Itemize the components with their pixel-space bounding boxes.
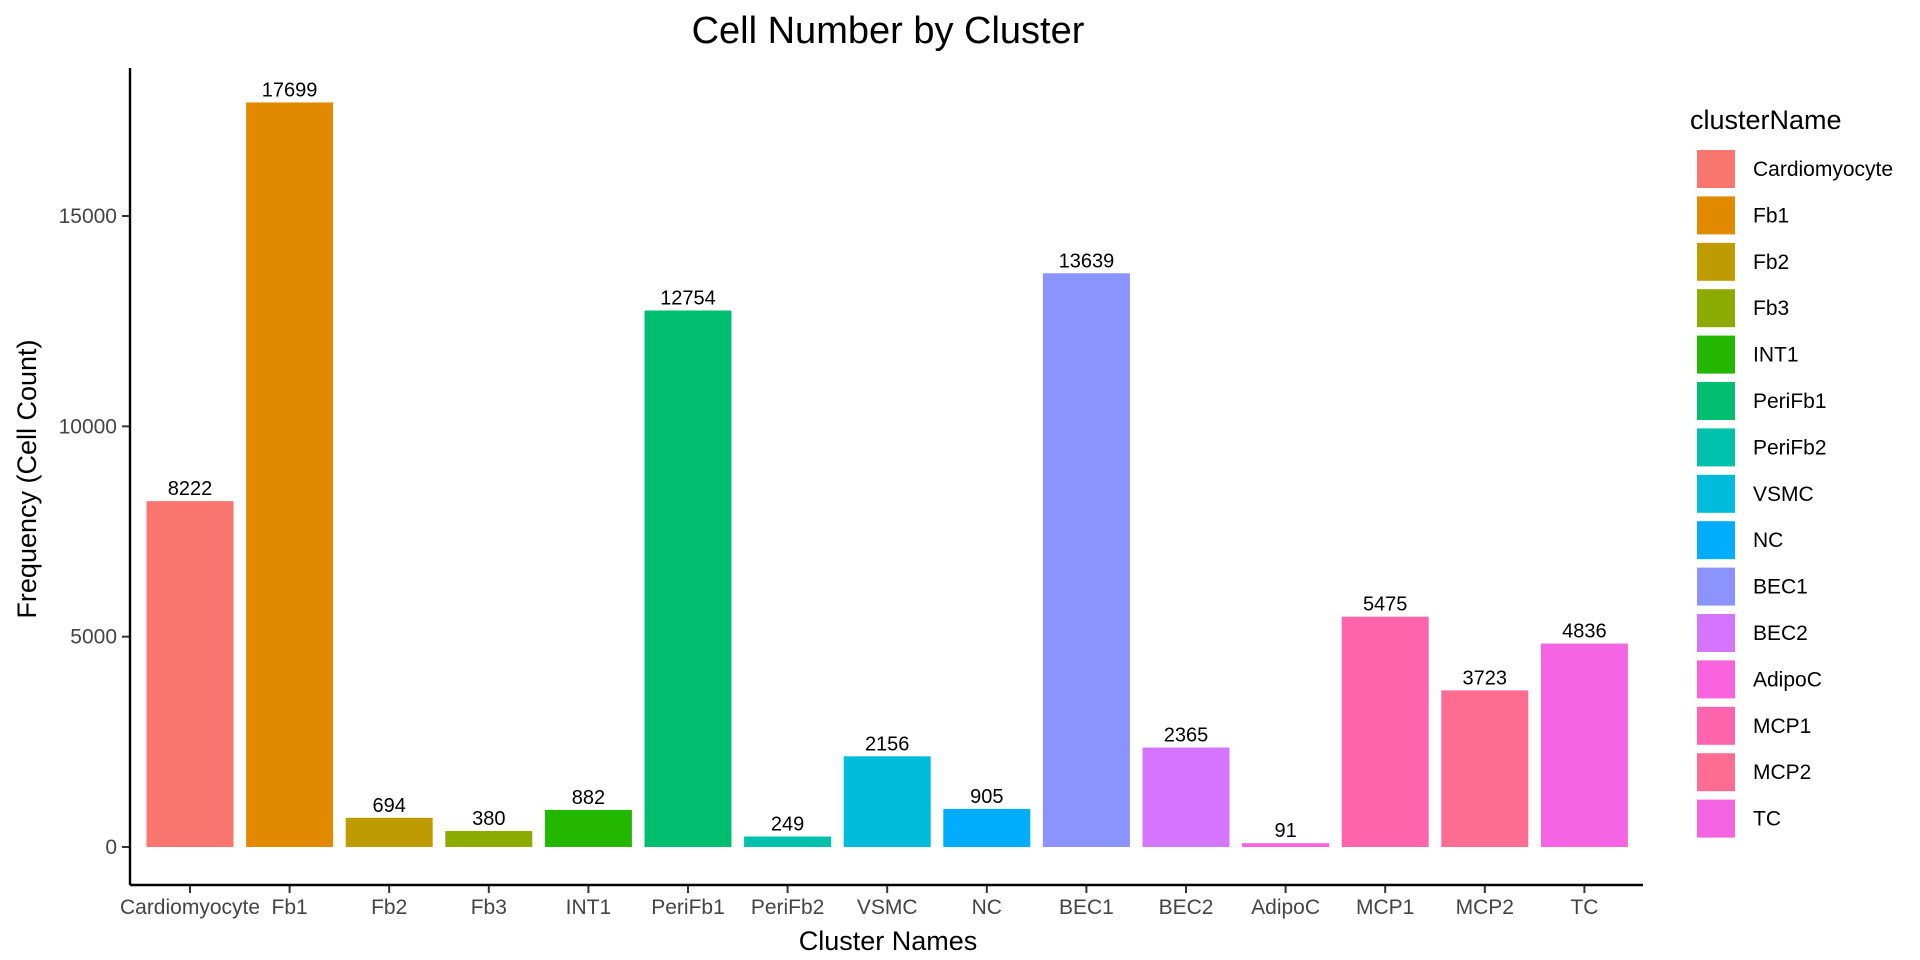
legend-swatch-adipoc: [1697, 660, 1735, 699]
x-tick-label-vsmc: VSMC: [857, 896, 918, 919]
legend-label-nc: NC: [1753, 529, 1783, 552]
legend-swatch-fb2: [1697, 242, 1735, 281]
x-tick-label-fb2: Fb2: [371, 896, 407, 919]
legend-label-mcp1: MCP1: [1753, 715, 1811, 738]
legend-swatch-vsmc: [1697, 474, 1735, 513]
data-label-fb1: 17699: [262, 79, 318, 101]
chart-title: Cell Number by Cluster: [692, 10, 1085, 52]
x-tick-label-mcp2: MCP2: [1456, 896, 1514, 919]
legend-label-adipoc: AdipoC: [1753, 668, 1822, 691]
data-label-cardiomyocyte: 8222: [168, 478, 213, 500]
legend-label-perifb1: PeriFb1: [1753, 390, 1827, 413]
bar-tc: [1540, 643, 1628, 847]
data-label-vsmc: 2156: [865, 733, 910, 755]
y-tick-label-15000: 15000: [59, 205, 117, 228]
legend-swatch-fb3: [1697, 289, 1735, 328]
x-tick-label-mcp1: MCP1: [1356, 896, 1414, 919]
data-label-mcp2: 3723: [1463, 667, 1508, 689]
bar-cardiomyocyte: [146, 501, 234, 847]
data-label-bec2: 2365: [1164, 725, 1209, 747]
x-tick-label-nc: NC: [972, 896, 1002, 919]
bar-bec2: [1142, 747, 1230, 847]
legend-label-tc: TC: [1753, 808, 1781, 831]
data-label-fb3: 380: [472, 808, 505, 830]
legend-label-cardiomyocyte: Cardiomyocyte: [1753, 158, 1893, 181]
legend: clusterName Cardiomyocyte Fb1 Fb2 Fb3 INT1 Pe…: [1690, 105, 1893, 838]
x-tick-label-perifb1: PeriFb1: [651, 896, 725, 919]
y-axis-title: Frequency (Cell Count): [12, 339, 42, 618]
x-tick-label-int1: INT1: [566, 896, 612, 919]
x-tick-label-bec1: BEC1: [1059, 896, 1114, 919]
x-tick-label-bec2: BEC2: [1159, 896, 1214, 919]
bar-int1: [544, 809, 632, 847]
legend-swatch-tc: [1697, 799, 1735, 838]
bar-bec1: [1042, 273, 1130, 847]
x-tick-label-fb3: Fb3: [471, 896, 507, 919]
bar-perifb2: [744, 836, 832, 847]
bar-fb2: [345, 817, 433, 847]
data-label-perifb2: 249: [771, 814, 804, 836]
data-label-int1: 882: [572, 787, 605, 809]
y-tick-label-0: 0: [105, 836, 117, 859]
data-label-bec1: 13639: [1059, 250, 1115, 272]
y-tick-label-10000: 10000: [59, 415, 117, 438]
legend-label-fb3: Fb3: [1753, 297, 1789, 320]
x-tick-label-tc: TC: [1570, 896, 1598, 919]
legend-swatch-perifb2: [1697, 428, 1735, 467]
legend-swatch-cardiomyocyte: [1697, 150, 1735, 188]
x-axis-title: Cluster Names: [799, 926, 978, 956]
bar-vsmc: [843, 756, 931, 847]
x-tick-label-perifb2: PeriFb2: [751, 896, 825, 919]
bar-perifb1: [644, 310, 732, 848]
x-tick-label-cardiomyocyte: Cardiomyocyte: [120, 896, 260, 919]
data-label-mcp1: 5475: [1363, 594, 1408, 616]
legend-label-vsmc: VSMC: [1753, 483, 1814, 506]
x-tick-label-fb1: Fb1: [272, 896, 308, 919]
legend-swatch-bec1: [1697, 567, 1735, 606]
legend-label-perifb2: PeriFb2: [1753, 436, 1827, 459]
legend-label-mcp2: MCP2: [1753, 761, 1811, 784]
legend-label-bec1: BEC1: [1753, 576, 1808, 599]
plot-area: 8222 Cardiomyocyte 17699 Fb1 694 Fb2 380 Fb3 882…: [59, 68, 1643, 919]
legend-label-fb2: Fb2: [1753, 251, 1789, 274]
y-tick-label-5000: 5000: [70, 626, 117, 649]
data-label-nc: 905: [970, 786, 1003, 808]
x-tick-label-adipoc: AdipoC: [1251, 896, 1320, 919]
legend-title: clusterName: [1690, 105, 1842, 135]
bar-fb3: [445, 831, 533, 847]
legend-swatch-mcp1: [1697, 706, 1735, 745]
legend-swatch-perifb1: [1697, 382, 1735, 420]
data-label-fb2: 694: [373, 795, 406, 817]
bar-nc: [943, 808, 1031, 847]
data-label-adipoc: 91: [1274, 820, 1296, 842]
bar-mcp1: [1341, 616, 1429, 847]
bar-mcp2: [1441, 690, 1529, 847]
bar-adipoc: [1242, 843, 1330, 847]
legend-label-int1: INT1: [1753, 344, 1799, 367]
data-label-tc: 4836: [1562, 621, 1607, 643]
legend-swatch-int1: [1697, 335, 1735, 374]
data-label-perifb1: 12754: [660, 287, 716, 309]
bar-fb1: [246, 102, 334, 848]
legend-swatch-nc: [1697, 521, 1735, 560]
legend-swatch-bec2: [1697, 614, 1735, 652]
legend-swatch-fb1: [1697, 196, 1735, 235]
legend-label-fb1: Fb1: [1753, 204, 1789, 227]
legend-label-bec2: BEC2: [1753, 622, 1808, 645]
legend-swatch-mcp2: [1697, 753, 1735, 792]
